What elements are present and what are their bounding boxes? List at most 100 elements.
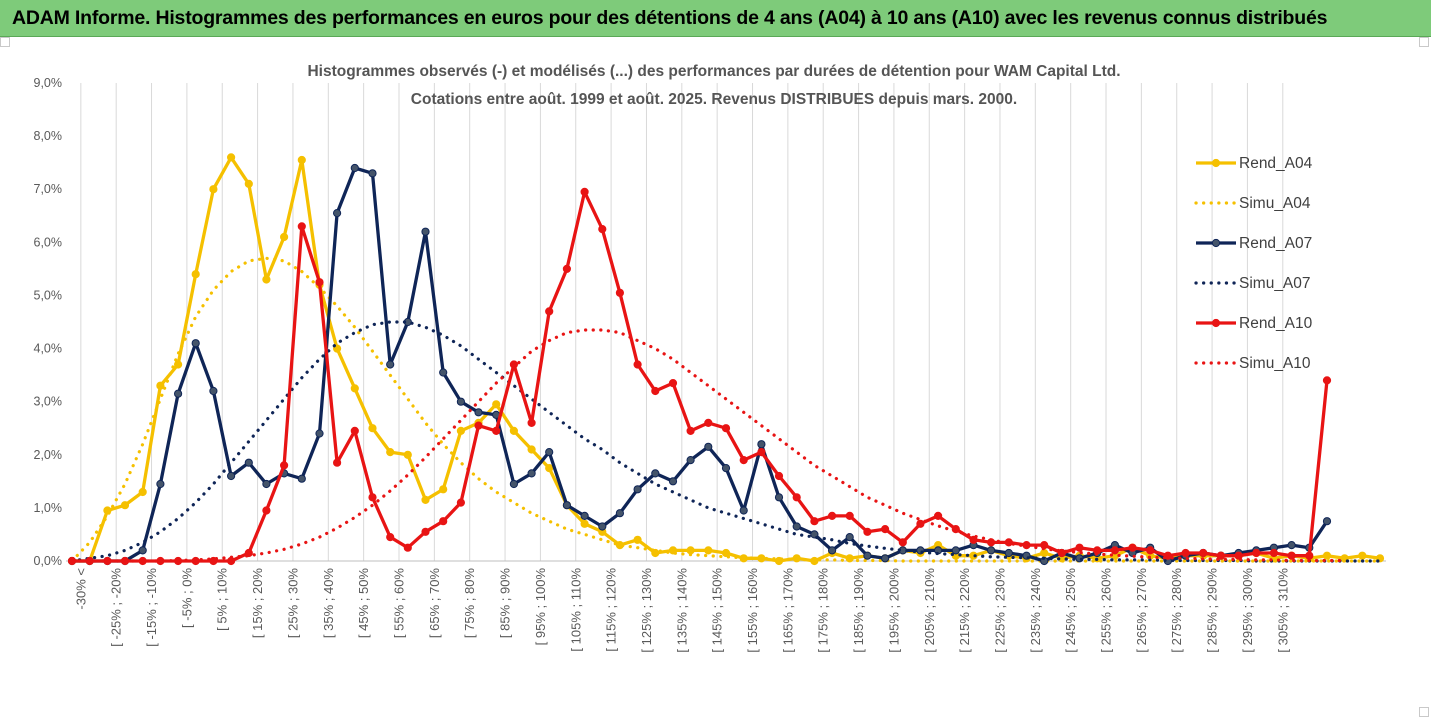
- data-point: [421, 495, 430, 504]
- data-point: [350, 426, 359, 435]
- data-point: [881, 554, 890, 563]
- data-point: [403, 543, 412, 552]
- y-tick-label: 6,0%: [34, 235, 63, 249]
- data-point: [598, 522, 607, 531]
- x-tick-label: [ 235% ; 240%: [1028, 568, 1043, 653]
- data-point: [1110, 546, 1120, 555]
- data-point: [209, 386, 218, 396]
- data-point: [492, 400, 501, 409]
- x-tick-label: [ 245% ; 250%: [1063, 568, 1078, 653]
- data-point: [704, 442, 713, 451]
- data-point: [456, 426, 465, 435]
- data-point: [368, 169, 377, 178]
- data-point: [1322, 551, 1332, 560]
- data-point: [562, 501, 572, 510]
- y-tick-label: 9,0%: [34, 76, 63, 90]
- data-point: [492, 426, 501, 435]
- data-point: [1199, 548, 1208, 558]
- x-tick-label: [ 155% ; 160%: [745, 568, 760, 653]
- data-point: [545, 448, 554, 457]
- data-point: [633, 360, 642, 369]
- data-point: [156, 381, 165, 390]
- data-point: [580, 511, 589, 521]
- data-point: [439, 485, 448, 494]
- data-point: [721, 424, 731, 433]
- data-point: [863, 551, 872, 560]
- data-point: [934, 511, 943, 521]
- data-point: [545, 307, 554, 316]
- x-tick-label: [ 85% ; 90%: [498, 568, 513, 639]
- x-tick-label: [ 95% ; 100%: [533, 568, 548, 646]
- data-point: [439, 517, 448, 526]
- legend-label: Rend_A07: [1239, 235, 1312, 252]
- data-point: [474, 408, 483, 417]
- x-tick-label: [ 285% ; 290%: [1205, 568, 1220, 653]
- x-tick-label: [ 45% ; 50%: [356, 568, 371, 639]
- data-point: [386, 360, 395, 369]
- data-point: [297, 155, 306, 165]
- series-layer: [67, 153, 1385, 566]
- data-point: [1216, 551, 1226, 560]
- data-point: [1269, 548, 1279, 558]
- x-axis: -30% < [ -25% ; -20% [ -15% ; -10% [ -5% ; …: [66, 560, 1386, 653]
- data-point: [138, 487, 147, 497]
- data-point: [439, 368, 448, 377]
- y-tick-label: 5,0%: [34, 288, 63, 302]
- data-point: [757, 448, 766, 457]
- header-banner: ADAM Informe. Histogrammes des performan…: [0, 0, 1431, 37]
- data-point: [1287, 541, 1296, 550]
- x-tick-label: [ -5% ; 0%: [179, 568, 194, 628]
- x-tick-label: [ 15% ; 20%: [250, 568, 265, 639]
- data-point: [739, 506, 748, 515]
- data-point: [562, 264, 572, 273]
- gridlines: [80, 83, 1284, 561]
- data-point: [1075, 543, 1084, 552]
- data-point: [633, 535, 642, 544]
- data-point: [845, 533, 854, 542]
- legend-label: Simu_A10: [1239, 355, 1311, 372]
- data-point: [686, 426, 695, 435]
- data-point: [580, 187, 589, 196]
- x-tick-label: [ 195% ; 200%: [886, 568, 901, 653]
- x-tick-label: [ 165% ; 170%: [780, 568, 795, 653]
- data-point: [863, 527, 872, 536]
- resize-handle-top-right[interactable]: [1419, 37, 1429, 47]
- data-point: [987, 546, 996, 555]
- x-tick-label: [ 125% ; 130%: [639, 568, 654, 653]
- series-line-simu-a07: [70, 320, 1382, 563]
- data-point: [1057, 548, 1066, 558]
- resize-handle-bottom-right[interactable]: [1419, 707, 1429, 717]
- data-point: [262, 275, 271, 284]
- data-point: [828, 511, 837, 521]
- x-tick-label: [ 205% ; 210%: [922, 568, 937, 653]
- legend-label: Rend_A10: [1239, 315, 1313, 332]
- data-point: [704, 418, 713, 427]
- data-point: [156, 479, 165, 489]
- y-axis: 0,0% 1,0% 2,0% 3,0% 4,0% 5,0% 6,0% 7,0% 8,0% 9,0%: [34, 76, 63, 568]
- data-point: [209, 185, 218, 194]
- data-point: [951, 546, 960, 555]
- x-tick-label: [ 35% ; 40%: [321, 568, 336, 639]
- data-point: [704, 546, 713, 555]
- y-tick-label: 4,0%: [34, 342, 63, 356]
- data-point: [580, 519, 589, 528]
- data-point: [1358, 551, 1367, 560]
- data-point: [1234, 551, 1243, 560]
- x-tick-label: [ 175% ; 180%: [816, 568, 831, 653]
- y-tick-label: 3,0%: [34, 395, 63, 409]
- data-point: [280, 232, 289, 242]
- data-point: [227, 153, 236, 162]
- data-point: [615, 509, 625, 518]
- data-point: [1305, 551, 1314, 560]
- data-point: [350, 163, 359, 173]
- data-point: [244, 179, 253, 188]
- data-point: [174, 389, 183, 398]
- data-point: [686, 456, 695, 465]
- data-point: [898, 538, 907, 547]
- data-point: [739, 456, 748, 465]
- x-tick-label: [ 275% ; 280%: [1169, 568, 1184, 653]
- resize-handle-top-left[interactable]: [0, 37, 10, 47]
- data-point: [651, 386, 660, 396]
- x-tick-label: [ 75% ; 80%: [462, 568, 477, 639]
- y-tick-label: 8,0%: [34, 129, 63, 143]
